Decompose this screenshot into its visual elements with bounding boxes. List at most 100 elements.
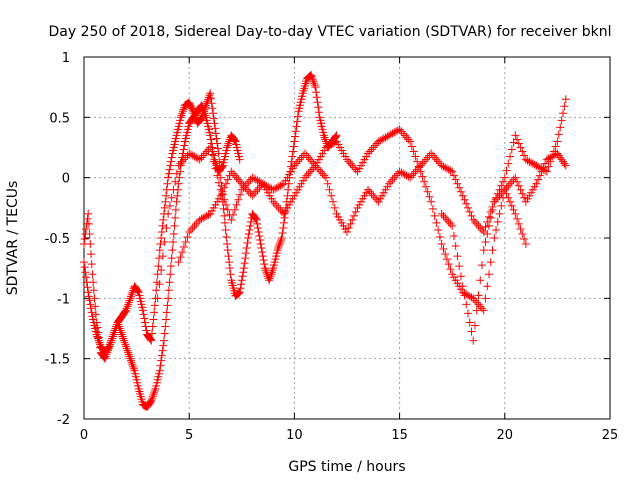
data-point [223,175,232,184]
data-point [225,258,234,267]
y-tick-label: 0.5 [49,111,70,126]
data-point [114,320,123,329]
data-point [245,225,254,234]
data-point [478,304,487,313]
data-point [404,135,413,144]
data-point [235,288,244,297]
data-point [469,215,478,224]
data-point [348,215,357,224]
y-axis-label: SDTVAR / TECUs [5,181,21,296]
data-point [124,350,133,359]
data-point [199,105,208,114]
data-point [514,139,523,148]
data-point [553,137,562,146]
y-tick-label: -2 [57,413,70,428]
data-point [486,258,495,267]
data-point [167,193,176,202]
data-point [268,266,277,275]
data-point [386,177,395,186]
data-point [171,205,180,214]
data-point [211,129,220,138]
data-point [200,212,209,221]
data-point [197,153,206,162]
data-point [411,167,420,176]
y-tick-label: -0.5 [45,232,70,247]
data-point [311,161,320,170]
data-point [211,164,220,173]
data-point [535,163,544,172]
x-tick-label: 10 [286,428,303,443]
data-point [479,306,488,315]
data-point [250,189,259,198]
data-point [514,181,523,190]
grid [84,57,610,419]
data-point [147,396,156,405]
data-point [330,138,339,147]
data-point [437,209,446,218]
data-point [124,298,133,307]
data-point [199,151,208,160]
data-point [201,111,210,120]
data-point [254,227,263,236]
data-point [162,308,171,317]
data-point [155,246,164,255]
data-point [520,193,529,202]
data-point [278,228,287,237]
data-point [448,221,457,230]
data-point [166,262,175,271]
data-point [241,181,250,190]
data-point [227,215,236,224]
data-point [150,301,159,310]
data-point [432,218,441,227]
data-point [148,329,157,338]
data-point [265,274,274,283]
data-point [307,73,316,82]
data-point [289,142,298,151]
data-point [306,155,315,164]
data-point [178,248,187,257]
data-point [434,225,443,234]
data-point [148,394,157,403]
data-point [258,248,267,257]
data-point [276,205,285,214]
data-point [291,127,300,136]
data-point [374,137,383,146]
data-point [218,190,227,199]
data-point [302,171,311,180]
data-point [427,149,436,158]
data-point [344,157,353,166]
data-point [180,141,189,150]
data-point [407,142,416,151]
data-point [234,288,243,297]
data-point [123,302,132,311]
data-point [295,155,304,164]
data-point [216,173,225,182]
data-point [312,93,321,102]
data-point [126,294,135,303]
data-point [255,231,264,240]
data-point [404,172,413,181]
data-point [271,199,280,208]
data-point [528,159,537,168]
data-point [126,354,135,363]
data-point [272,183,281,192]
data-point [251,214,260,223]
data-point [239,268,248,277]
data-point [304,153,313,162]
data-point [206,135,215,144]
data-point [145,334,154,343]
data-point [393,126,402,135]
data-point [152,286,161,295]
data-point [80,258,88,267]
data-point [134,287,143,296]
data-point [392,171,401,180]
data-point [318,169,327,178]
data-point [479,227,488,236]
data-point [168,246,177,255]
data-point [258,252,267,261]
data-point [157,356,166,365]
data-point [470,296,479,305]
data-point [163,301,172,310]
data-point [463,203,472,212]
data-point [539,165,548,174]
